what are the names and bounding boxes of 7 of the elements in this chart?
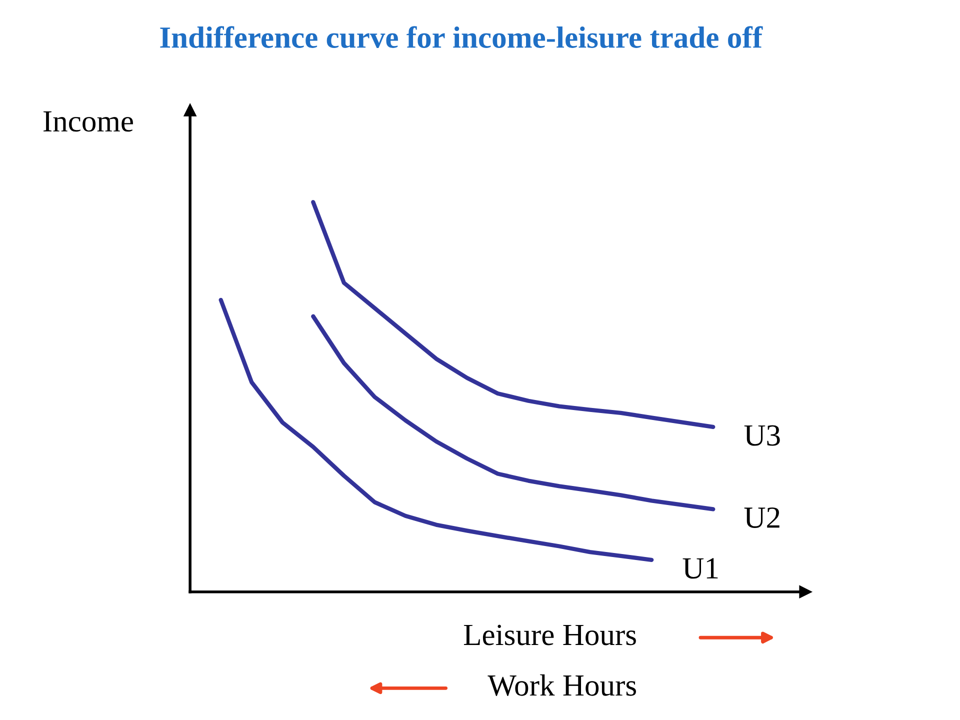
series-label: U2 (744, 507, 780, 528)
series-label: U1 (682, 558, 718, 579)
x-axis-title: Leisure Hours (464, 624, 636, 646)
chart-title: Indifference curve for income-leisure trade off (160, 26, 763, 48)
y-axis-title: Income (43, 111, 133, 132)
text: Work Hours (488, 674, 636, 696)
series-label: U3 (744, 425, 780, 446)
